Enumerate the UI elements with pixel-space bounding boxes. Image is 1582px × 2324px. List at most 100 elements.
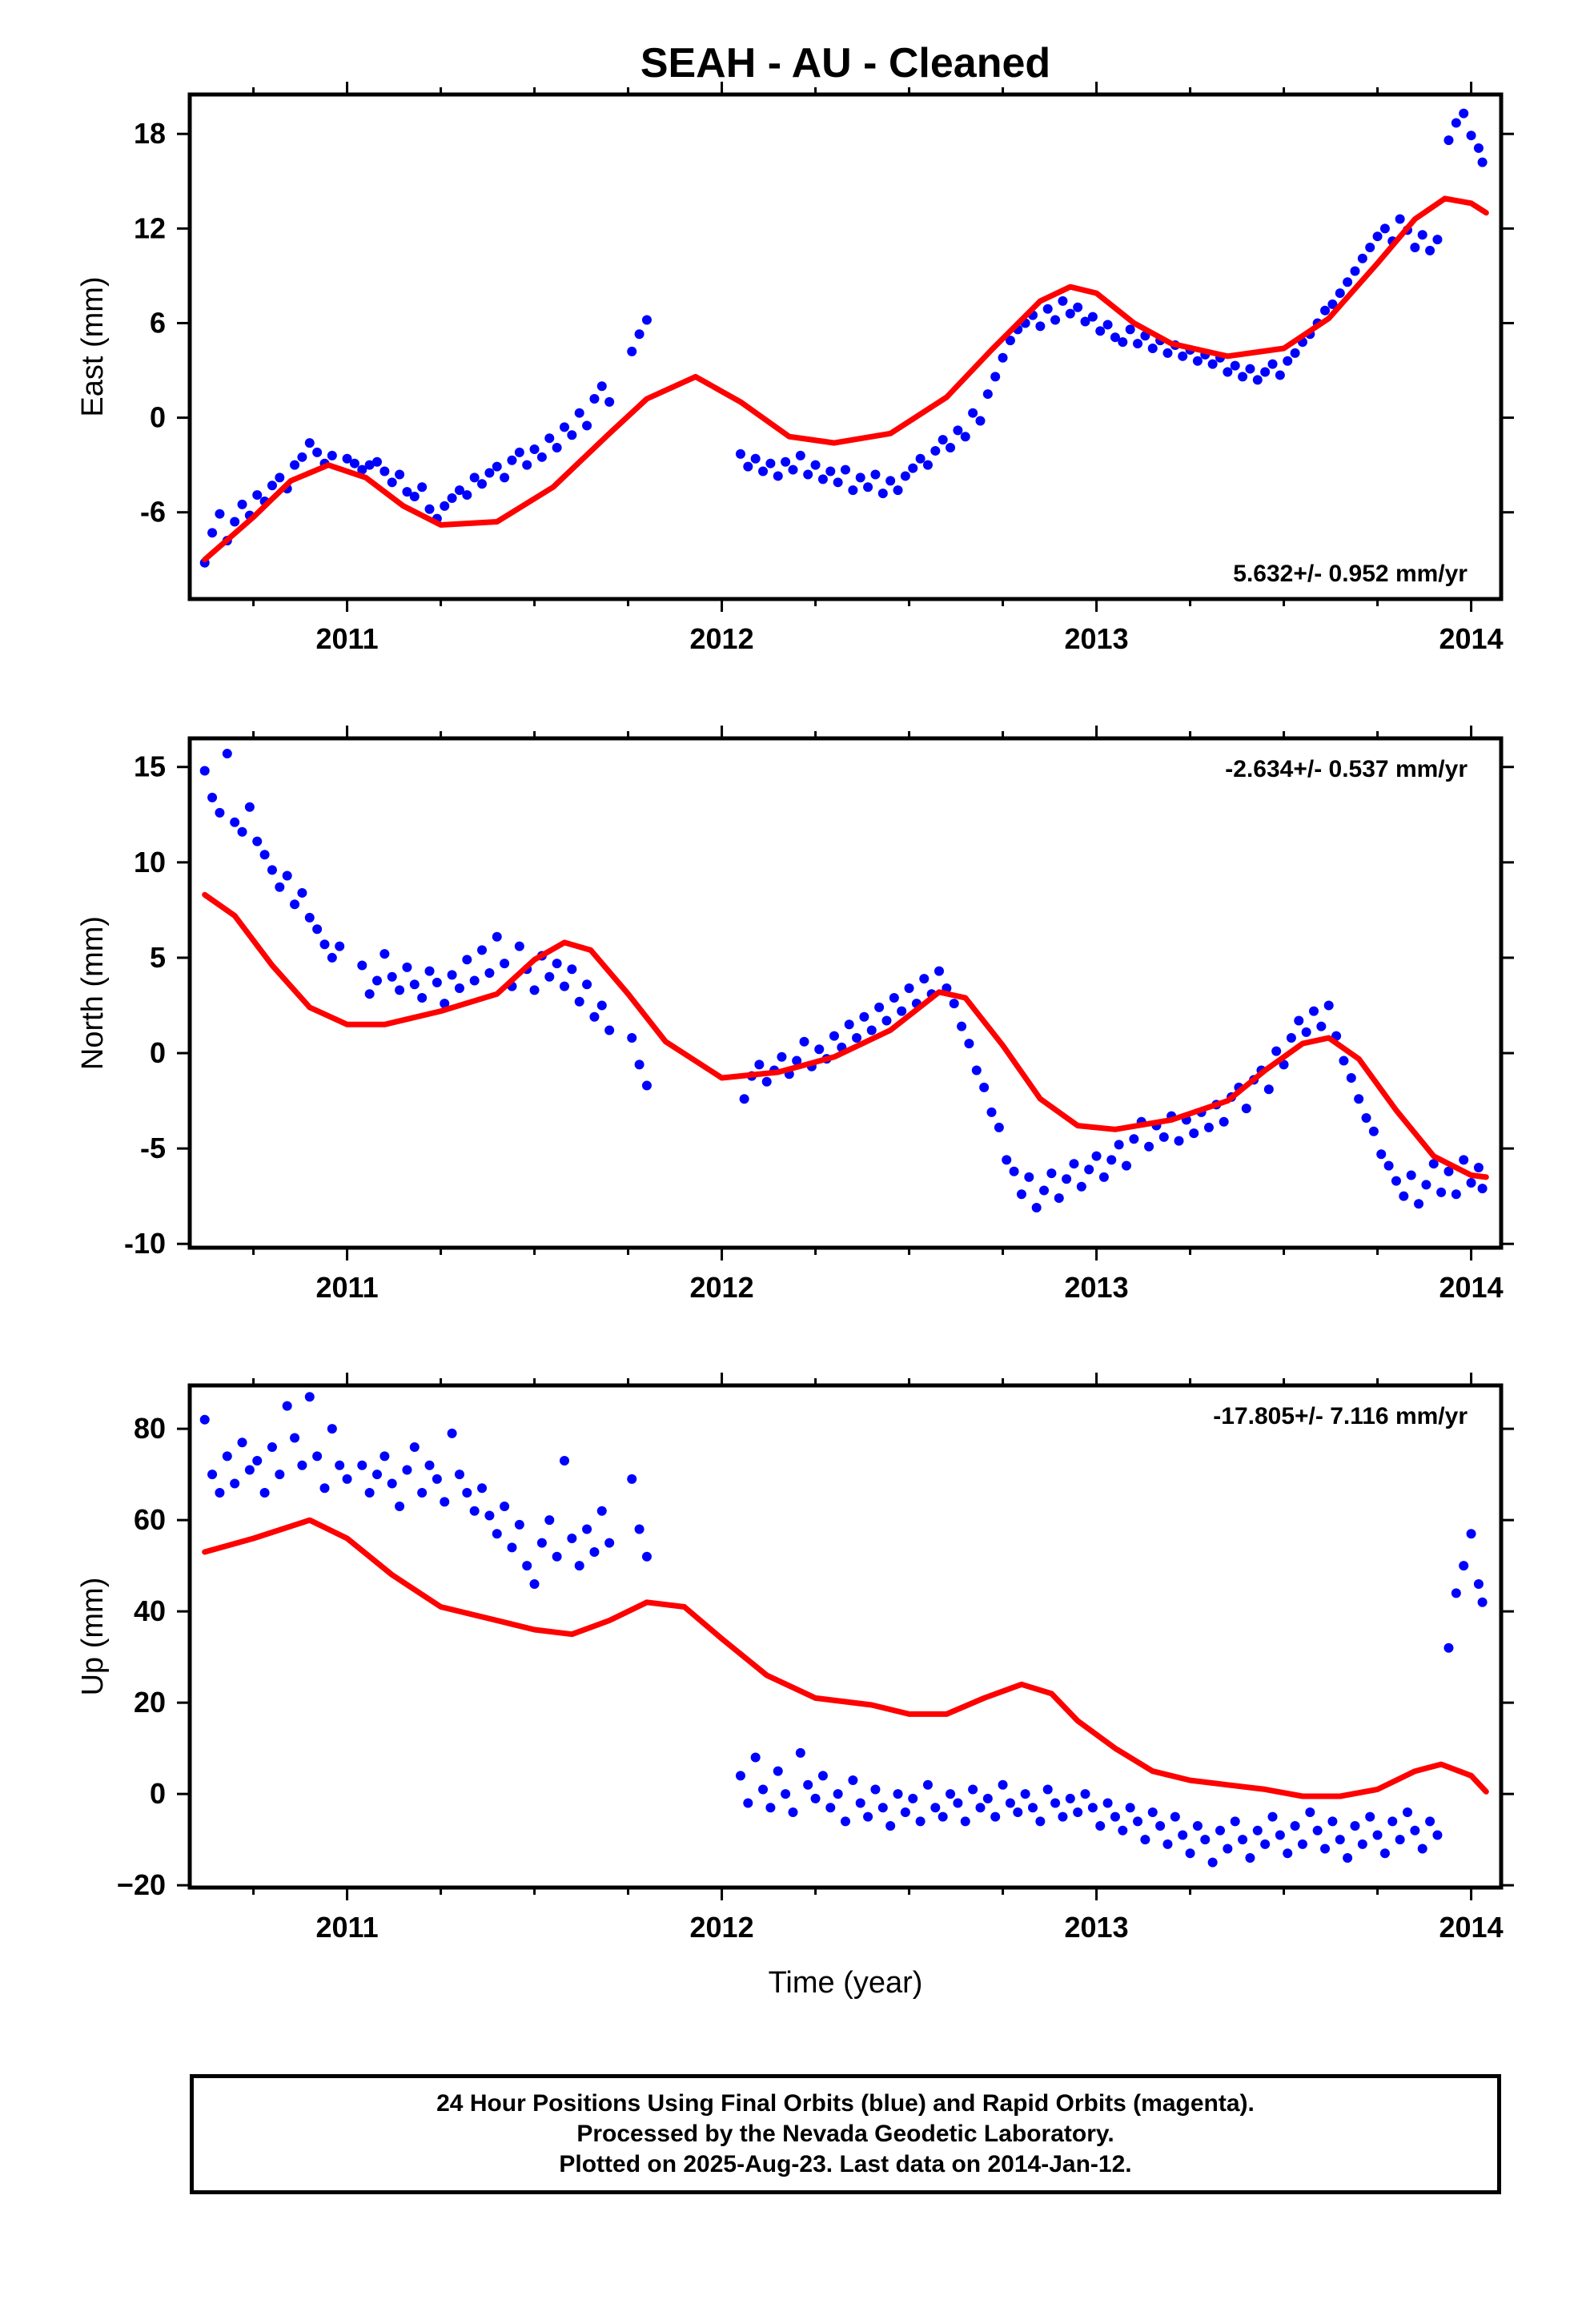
data-point <box>230 1478 240 1489</box>
data-point <box>1357 1839 1367 1849</box>
data-point <box>855 1798 865 1808</box>
data-point <box>244 1465 255 1475</box>
data-point <box>1005 1798 1015 1808</box>
data-point <box>1162 348 1173 358</box>
data-point <box>1013 1807 1023 1817</box>
data-point <box>735 1771 745 1781</box>
data-point <box>1241 1104 1251 1114</box>
data-point <box>574 996 584 1007</box>
data-point <box>1140 1835 1150 1845</box>
data-point <box>1294 1015 1304 1026</box>
x-axis-label: Time (year) <box>769 1966 923 2000</box>
data-point <box>1263 1084 1274 1095</box>
data-point <box>335 1460 345 1470</box>
data-point <box>817 1771 828 1781</box>
data-point <box>1477 1597 1488 1607</box>
x-tick-label: 2014 <box>1439 1911 1504 1944</box>
data-point <box>529 1578 540 1589</box>
data-point <box>1379 1848 1390 1859</box>
data-point <box>1054 1193 1064 1204</box>
data-point <box>1383 1160 1394 1171</box>
data-point <box>267 865 277 875</box>
data-point <box>889 992 899 1003</box>
data-point <box>1376 1149 1387 1160</box>
data-point <box>1080 316 1090 327</box>
data-point <box>237 826 247 837</box>
data-point <box>761 1076 772 1087</box>
data-point <box>1133 1816 1143 1827</box>
data-point <box>552 443 562 452</box>
data-point <box>199 1414 210 1425</box>
data-point <box>259 850 270 860</box>
data-point <box>1275 370 1285 380</box>
data-point <box>304 438 315 448</box>
data-point <box>312 447 323 457</box>
data-point <box>1473 1578 1484 1589</box>
footer-line-2: Processed by the Nevada Geodetic Laborat… <box>576 2121 1114 2147</box>
data-point <box>743 461 753 472</box>
data-point <box>975 1803 986 1813</box>
panel-up: 2011 2012 2013 2014 −20 0 20 40 60 80 Up (mm) -17.8… <box>76 1373 1514 1944</box>
data-point <box>395 985 405 995</box>
data-point <box>1155 1821 1166 1831</box>
data-point <box>946 443 956 452</box>
data-point <box>1076 1181 1086 1192</box>
data-point <box>244 802 255 812</box>
y-tick-label: 12 <box>134 211 166 244</box>
data-point <box>222 1451 232 1462</box>
data-point <box>440 999 450 1009</box>
data-point <box>1473 143 1484 153</box>
data-point <box>582 1524 592 1534</box>
data-point <box>1459 1155 1469 1165</box>
data-point <box>1020 1789 1030 1799</box>
data-point <box>922 460 933 470</box>
data-point <box>893 485 903 496</box>
data-point <box>773 1766 783 1776</box>
data-point <box>893 1789 903 1799</box>
data-point <box>915 453 926 464</box>
data-point <box>1365 242 1375 252</box>
data-point <box>1327 1816 1338 1827</box>
data-point <box>750 1752 761 1763</box>
data-point <box>409 1441 420 1452</box>
data-point <box>953 425 963 436</box>
data-point <box>417 992 428 1003</box>
data-point <box>930 1803 941 1813</box>
data-point <box>922 1779 933 1790</box>
data-point <box>1260 367 1271 377</box>
data-point <box>758 466 769 476</box>
data-point <box>1443 1166 1454 1176</box>
data-point <box>1443 1642 1454 1653</box>
data-point <box>1178 351 1188 361</box>
data-point <box>484 1510 495 1521</box>
data-point <box>855 472 865 483</box>
trend-line <box>202 1517 1489 1799</box>
data-point <box>432 977 442 987</box>
data-point <box>342 1474 352 1484</box>
data-point <box>908 463 918 473</box>
data-point <box>634 1059 644 1070</box>
data-point <box>781 456 791 467</box>
data-point <box>1368 1126 1379 1136</box>
data-point <box>1039 1185 1050 1196</box>
data-point <box>395 469 405 480</box>
data-point <box>848 1775 858 1786</box>
data-point <box>387 477 397 488</box>
data-point <box>1417 1844 1427 1854</box>
x-tick-label: 2013 <box>1065 1911 1129 1944</box>
data-point <box>1125 1803 1135 1813</box>
data-point <box>290 460 300 470</box>
data-point <box>1147 1807 1158 1817</box>
data-point <box>1147 343 1158 353</box>
x-tick-label: 2011 <box>316 1271 379 1304</box>
data-point <box>259 1487 270 1498</box>
data-point <box>409 492 420 502</box>
data-point <box>1245 1852 1255 1863</box>
data-point <box>1451 1189 1461 1200</box>
data-point <box>207 792 218 802</box>
data-point <box>848 485 858 496</box>
data-point <box>1230 360 1240 371</box>
y-tick-label: 20 <box>134 1686 166 1719</box>
data-point <box>560 981 569 991</box>
data-point <box>792 1055 802 1066</box>
